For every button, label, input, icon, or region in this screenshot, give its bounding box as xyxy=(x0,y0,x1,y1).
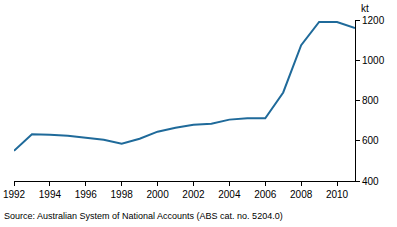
svg-text:1996: 1996 xyxy=(75,189,98,200)
svg-text:2004: 2004 xyxy=(218,189,241,200)
svg-text:2000: 2000 xyxy=(146,189,169,200)
svg-text:1000: 1000 xyxy=(362,55,385,66)
svg-text:2010: 2010 xyxy=(326,189,349,200)
svg-text:600: 600 xyxy=(362,135,379,146)
svg-text:kt: kt xyxy=(361,3,369,14)
svg-text:2008: 2008 xyxy=(290,189,313,200)
svg-text:800: 800 xyxy=(362,95,379,106)
svg-text:2002: 2002 xyxy=(182,189,205,200)
svg-text:1200: 1200 xyxy=(362,15,385,26)
svg-text:2006: 2006 xyxy=(254,189,277,200)
svg-text:1992: 1992 xyxy=(3,189,26,200)
svg-text:400: 400 xyxy=(362,176,379,187)
svg-text:1994: 1994 xyxy=(39,189,62,200)
svg-text:Source: Australian System of N: Source: Australian System of National Ac… xyxy=(4,211,283,221)
svg-text:1998: 1998 xyxy=(111,189,134,200)
